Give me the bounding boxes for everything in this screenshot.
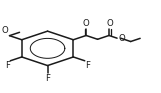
Text: O: O xyxy=(2,26,9,35)
Text: F: F xyxy=(85,61,90,70)
Text: F: F xyxy=(5,61,10,70)
Text: O: O xyxy=(83,19,90,28)
Text: O: O xyxy=(106,19,113,28)
Text: F: F xyxy=(45,74,50,83)
Text: O: O xyxy=(118,34,125,43)
